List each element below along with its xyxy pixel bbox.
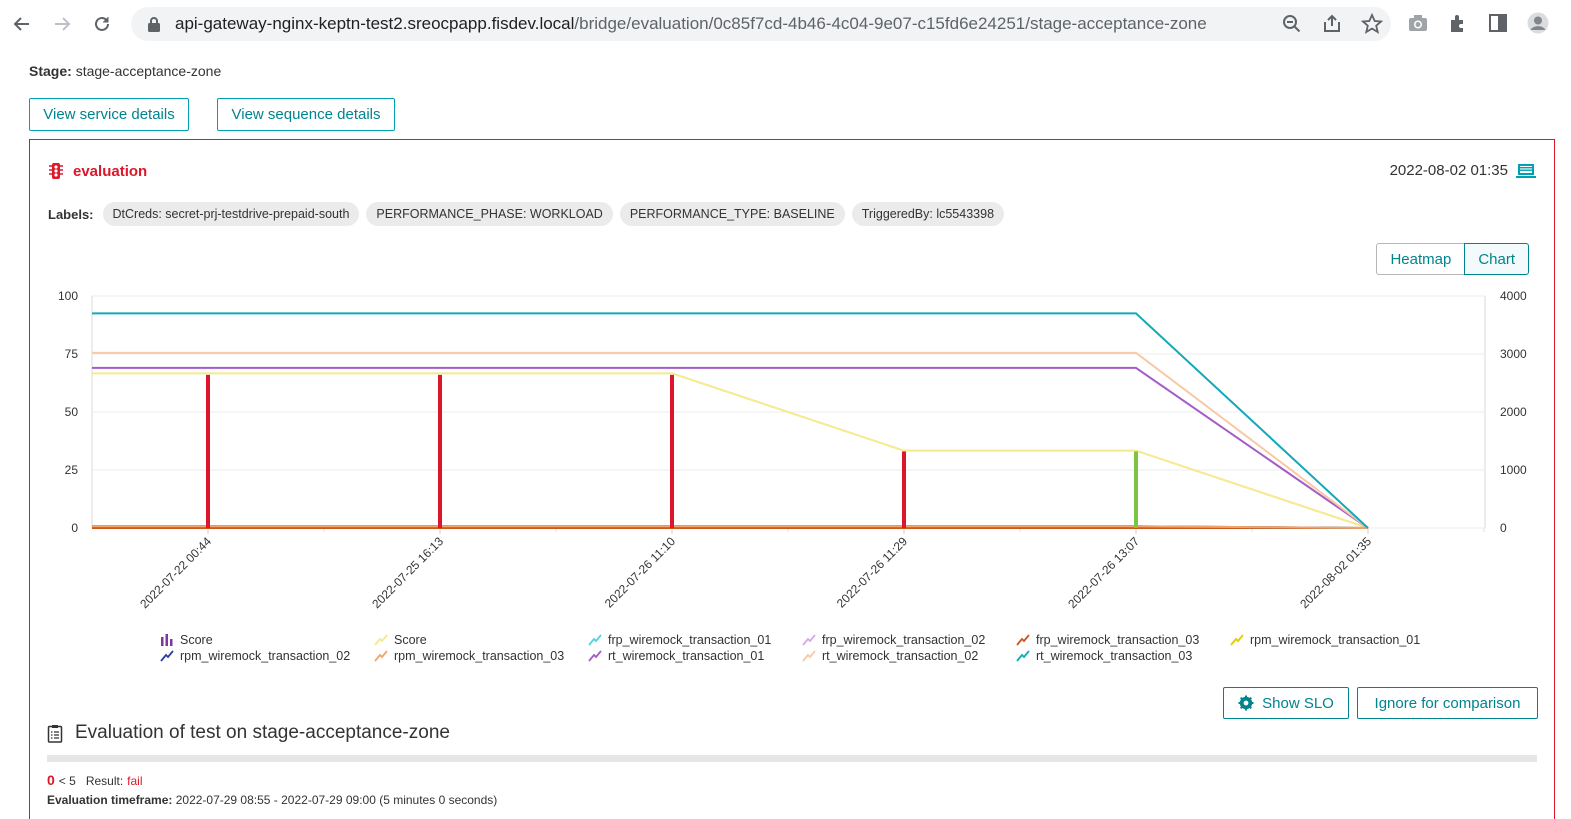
legend-label: Score <box>180 633 213 647</box>
timeframe-value: 2022-07-29 08:55 - 2022-07-29 09:00 (5 m… <box>176 793 498 807</box>
legend-item[interactable]: rpm_wiremock_transaction_02 <box>160 649 374 663</box>
legend-label: rt_wiremock_transaction_02 <box>822 649 978 663</box>
line-chart-icon <box>1230 634 1244 646</box>
x-tick-label: 2022-07-26 11:10 <box>602 534 678 610</box>
x-tick-label: 2022-07-26 11:29 <box>834 534 910 610</box>
y-left-tick-label: 0 <box>71 521 78 535</box>
score-bar <box>670 375 674 528</box>
y-left-tick-label: 100 <box>58 289 78 303</box>
evaluation-summary-header: Evaluation of test on stage-acceptance-z… <box>47 722 450 744</box>
line-chart-icon <box>802 650 816 662</box>
legend-item[interactable]: Score <box>374 633 588 647</box>
legend-label: rpm_wiremock_transaction_03 <box>394 649 564 663</box>
legend-item[interactable]: rt_wiremock_transaction_01 <box>588 649 802 663</box>
clipboard-icon <box>47 724 63 743</box>
legend-label: frp_wiremock_transaction_03 <box>1036 633 1199 647</box>
y-right-tick-label: 0 <box>1500 521 1507 535</box>
timeframe-line: Evaluation timeframe: 2022-07-29 08:55 -… <box>47 793 497 807</box>
evaluation-summary-title: Evaluation of test on stage-acceptance-z… <box>75 722 450 744</box>
x-tick-label: 2022-07-22 00:44 <box>137 534 214 611</box>
series-line <box>92 353 1368 528</box>
legend-label: frp_wiremock_transaction_01 <box>608 633 771 647</box>
result-value: fail <box>127 774 142 788</box>
line-chart-icon <box>588 650 602 662</box>
y-right-tick-label: 3000 <box>1500 347 1527 361</box>
legend-label: rpm_wiremock_transaction_02 <box>180 649 350 663</box>
line-chart-icon <box>1016 634 1030 646</box>
bar-chart-icon <box>160 634 174 646</box>
legend-label: Score <box>394 633 427 647</box>
legend-item[interactable]: rpm_wiremock_transaction_01 <box>1230 633 1450 647</box>
y-right-tick-label: 2000 <box>1500 405 1527 419</box>
x-tick-label: 2022-08-02 01:35 <box>1297 534 1374 611</box>
legend-label: frp_wiremock_transaction_02 <box>822 633 985 647</box>
series-line <box>92 313 1368 528</box>
line-chart-icon <box>160 650 174 662</box>
legend-label: rt_wiremock_transaction_01 <box>608 649 764 663</box>
y-left-tick-label: 75 <box>65 347 79 361</box>
line-chart-icon <box>802 634 816 646</box>
score-bar <box>206 375 210 528</box>
score-threshold: < 5 <box>59 774 76 788</box>
show-slo-button[interactable]: Show SLO <box>1223 687 1349 719</box>
y-left-tick-label: 50 <box>65 405 79 419</box>
legend-label: rt_wiremock_transaction_03 <box>1036 649 1192 663</box>
line-chart-icon <box>374 634 388 646</box>
score-bar <box>902 451 906 528</box>
x-tick-label: 2022-07-25 16:13 <box>369 534 446 611</box>
gear-icon <box>1238 695 1254 711</box>
score-bar <box>438 375 442 528</box>
y-left-tick-label: 25 <box>65 463 79 477</box>
legend-item[interactable]: frp_wiremock_transaction_02 <box>802 633 1016 647</box>
legend-item[interactable]: rt_wiremock_transaction_03 <box>1016 649 1230 663</box>
line-chart-icon <box>374 650 388 662</box>
timeframe-label: Evaluation timeframe: <box>47 793 172 807</box>
score-progress-bar <box>47 755 1537 762</box>
legend-item[interactable]: Score <box>160 633 374 647</box>
legend-item[interactable]: rpm_wiremock_transaction_03 <box>374 649 588 663</box>
legend-item[interactable]: frp_wiremock_transaction_03 <box>1016 633 1230 647</box>
x-tick-label: 2022-07-26 13:07 <box>1065 534 1142 611</box>
legend-label: rpm_wiremock_transaction_01 <box>1250 633 1420 647</box>
line-chart-icon <box>588 634 602 646</box>
legend-item[interactable]: rt_wiremock_transaction_02 <box>802 649 1016 663</box>
score-bar <box>1134 451 1138 528</box>
chart-legend: Score Score frp_wiremock_transaction_01 frp… <box>160 633 1460 663</box>
result-label: Result: <box>86 774 123 788</box>
line-chart-icon <box>1016 650 1030 662</box>
legend-item[interactable]: frp_wiremock_transaction_01 <box>588 633 802 647</box>
result-line: 0 < 5 Result: fail <box>47 772 143 788</box>
y-right-tick-label: 4000 <box>1500 289 1527 303</box>
ignore-for-comparison-button[interactable]: Ignore for comparison <box>1357 687 1538 719</box>
y-right-tick-label: 1000 <box>1500 463 1527 477</box>
show-slo-label: Show SLO <box>1262 695 1334 712</box>
score-value: 0 <box>47 772 55 788</box>
